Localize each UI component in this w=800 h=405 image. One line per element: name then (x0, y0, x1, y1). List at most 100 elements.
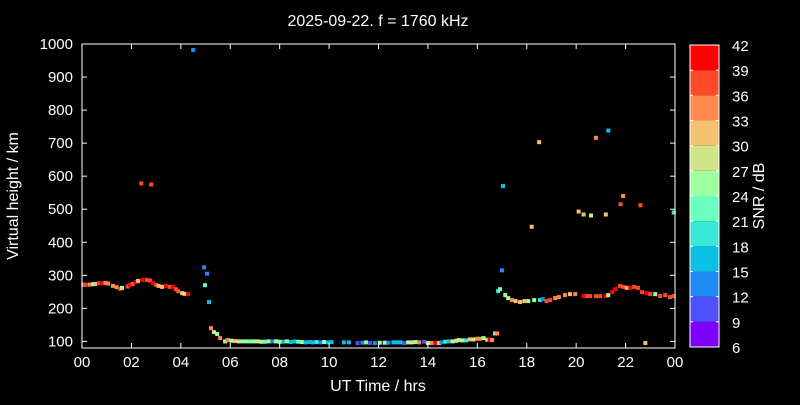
data-point (573, 292, 578, 297)
data-point (202, 265, 207, 270)
data-point (139, 181, 144, 186)
data-point (460, 338, 465, 343)
colorbar-tick-label: 39 (732, 63, 749, 80)
data-point (509, 298, 514, 303)
data-point (292, 339, 297, 344)
y-tick-label: 600 (48, 168, 73, 185)
data-point (581, 212, 586, 217)
data-point (598, 294, 603, 299)
data-point (311, 340, 316, 345)
data-point (93, 281, 98, 286)
data-point (173, 287, 178, 292)
data-point (567, 292, 572, 297)
colorbar-tick-label: 36 (732, 88, 749, 105)
data-point (203, 283, 208, 288)
data-point (147, 278, 152, 283)
data-point (144, 277, 149, 282)
data-point (130, 281, 135, 286)
data-point (322, 340, 327, 345)
data-point (329, 340, 334, 345)
data-point (485, 337, 490, 342)
y-tick-label: 1000 (40, 36, 73, 53)
data-point (653, 292, 658, 297)
x-tick-label: 14 (420, 354, 437, 371)
data-point (207, 300, 212, 305)
x-tick-label: 20 (568, 354, 585, 371)
data-point (548, 298, 553, 303)
data-point (648, 292, 653, 297)
colorbar-tick-label: 27 (732, 164, 749, 181)
data-point (149, 182, 154, 187)
data-point (182, 291, 187, 296)
data-point (456, 338, 461, 343)
data-point (437, 341, 442, 346)
data-point (513, 299, 518, 304)
data-point (167, 284, 172, 289)
colorbar-tick-label: 9 (732, 315, 740, 332)
data-point (281, 339, 286, 344)
data-point (417, 340, 422, 345)
data-point (105, 281, 110, 286)
data-point (588, 294, 593, 299)
data-point (658, 294, 663, 299)
data-point (87, 282, 92, 287)
colorbar-band (690, 70, 719, 96)
data-point (211, 330, 216, 335)
x-axis-label: UT Time / hrs (330, 378, 426, 395)
data-point (526, 299, 531, 304)
data-point (413, 340, 418, 345)
data-point (537, 140, 542, 145)
data-point (120, 285, 125, 290)
data-point (475, 336, 480, 341)
colorbar-band (690, 170, 719, 196)
data-point (529, 224, 534, 229)
y-tick-label: 800 (48, 102, 73, 119)
data-point (395, 340, 400, 345)
data-point (450, 339, 455, 344)
x-tick-label: 00 (667, 354, 684, 371)
data-point (532, 298, 537, 303)
data-point (97, 281, 102, 286)
data-point (367, 341, 372, 346)
data-point (364, 340, 369, 345)
data-point (176, 289, 181, 294)
data-point (154, 282, 159, 287)
data-point (464, 338, 469, 343)
data-point (593, 294, 598, 299)
y-tick-label: 700 (48, 135, 73, 152)
data-point (185, 292, 190, 297)
y-tick-label: 500 (48, 201, 73, 218)
data-point (223, 339, 228, 344)
colorbar-tick-label: 15 (732, 265, 749, 282)
data-point (355, 341, 360, 346)
data-point (125, 284, 130, 289)
data-point (540, 297, 545, 302)
data-point (503, 293, 508, 298)
colorbar-band (690, 120, 719, 146)
x-tick-label: 06 (222, 354, 239, 371)
data-point (671, 210, 676, 215)
data-point (191, 47, 196, 52)
data-point (233, 339, 238, 344)
data-point (640, 290, 645, 295)
data-point (270, 339, 275, 344)
colorbar-tick-label: 24 (732, 189, 749, 206)
data-point (518, 300, 523, 305)
data-point (500, 268, 505, 273)
data-point (229, 338, 234, 343)
data-point (303, 340, 308, 345)
data-point (618, 202, 623, 207)
colorbar-tick-label: 6 (732, 340, 740, 357)
data-point (606, 293, 611, 298)
data-point (576, 209, 581, 214)
data-point (360, 340, 365, 345)
data-point (644, 291, 649, 296)
data-point (498, 287, 503, 292)
data-point (266, 339, 271, 344)
data-point (593, 135, 598, 140)
data-point (299, 340, 304, 345)
x-tick-label: 02 (123, 354, 140, 371)
colorbar-label: SNR / dB (751, 163, 768, 230)
data-point (501, 184, 506, 189)
data-point (180, 291, 185, 296)
